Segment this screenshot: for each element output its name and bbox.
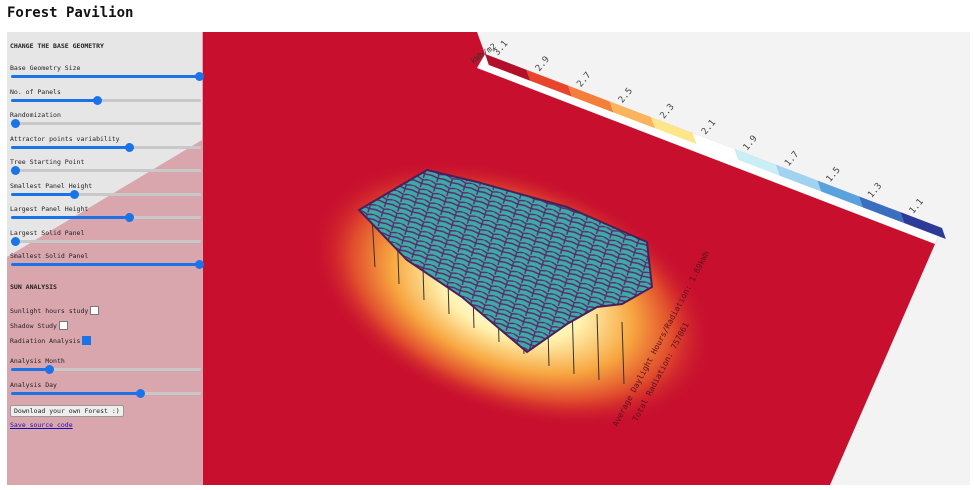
legend-label: 2.9	[534, 55, 552, 74]
section-title: CHANGE THE BASE GEOMETRY	[10, 42, 104, 50]
slider-fill	[11, 392, 140, 395]
slider-thumb[interactable]	[195, 72, 204, 81]
slider-thumb[interactable]	[195, 260, 204, 269]
slider-label: Base Geometry Size	[10, 64, 80, 72]
slider-thumb[interactable]	[11, 237, 20, 246]
slider-fill	[11, 263, 199, 266]
slider-thumb[interactable]	[125, 213, 134, 222]
legend-label: 1.3	[866, 181, 884, 200]
slider[interactable]	[11, 368, 201, 371]
section-title: SUN ANALYSIS	[10, 283, 57, 291]
body: Forest Pavilion 3.1	[0, 0, 974, 490]
legend-label: 2.3	[658, 102, 676, 121]
slider-label: Analysis Day	[10, 381, 57, 389]
checkbox-label: Shadow Study	[10, 322, 57, 330]
download-button[interactable]: Download your own Forest :)	[10, 405, 124, 417]
slider[interactable]	[11, 122, 201, 125]
legend-label: 2.5	[617, 86, 635, 105]
slider[interactable]	[11, 263, 201, 266]
slider-fill	[11, 216, 129, 219]
slider[interactable]	[11, 99, 201, 102]
source-link[interactable]: Save source code	[10, 421, 73, 429]
slider-thumb[interactable]	[136, 389, 145, 398]
legend-label: 2.7	[575, 71, 593, 90]
slider-label: Tree Starting Point	[10, 158, 84, 166]
slider-thumb[interactable]	[45, 365, 54, 374]
slider-thumb[interactable]	[11, 119, 20, 128]
slider-label: Smallest Panel Height	[10, 182, 92, 190]
sidebar: CHANGE THE BASE GEOMETRY SUN ANALYSIS Do…	[7, 32, 203, 485]
slider-label: No. of Panels	[10, 88, 61, 96]
slider[interactable]	[11, 392, 201, 395]
slider[interactable]	[11, 240, 201, 243]
legend-label: 2.1	[700, 118, 718, 137]
legend-label: 1.9	[742, 134, 760, 153]
slider[interactable]	[11, 146, 201, 149]
slider-thumb[interactable]	[93, 96, 102, 105]
slider[interactable]	[11, 169, 201, 172]
slider-label: Largest Panel Height	[10, 205, 88, 213]
slider-fill	[11, 146, 129, 149]
legend-label: 1.5	[825, 165, 843, 184]
checkbox-label: Radiation Analysis	[10, 337, 80, 345]
checkbox-label: Sunlight hours study	[10, 307, 88, 315]
slider-thumb[interactable]	[125, 143, 134, 152]
slider[interactable]	[11, 216, 201, 219]
slider-fill	[11, 99, 97, 102]
slider-label: Largest Solid Panel	[10, 229, 84, 237]
slider-thumb[interactable]	[11, 166, 20, 175]
legend-label: 1.1	[908, 197, 926, 216]
slider[interactable]	[11, 193, 201, 196]
slider-fill	[11, 193, 74, 196]
slider-fill	[11, 75, 199, 78]
slider-label: Randomization	[10, 111, 61, 119]
checkbox[interactable]	[82, 336, 91, 345]
slider-label: Attractor points variability	[10, 135, 120, 143]
slider-label: Analysis Month	[10, 357, 65, 365]
page-title: Forest Pavilion	[7, 5, 133, 21]
slider-label: Smallest Solid Panel	[10, 252, 88, 260]
page: Forest Pavilion {"header": {"title": "Fo…	[0, 0, 974, 490]
checkbox[interactable]	[59, 321, 68, 330]
checkbox[interactable]	[90, 306, 99, 315]
legend-label: 1.7	[783, 150, 801, 169]
slider[interactable]	[11, 75, 201, 78]
slider-thumb[interactable]	[70, 190, 79, 199]
slider-fill	[11, 368, 49, 371]
